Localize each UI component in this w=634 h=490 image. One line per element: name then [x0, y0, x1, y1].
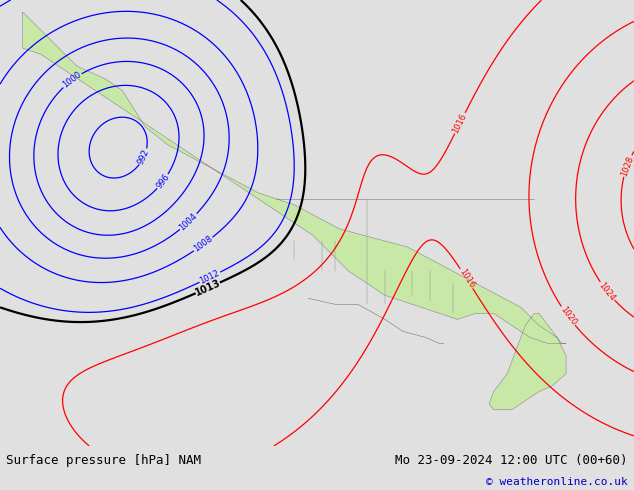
- Text: 1012: 1012: [198, 269, 221, 286]
- Text: © weatheronline.co.uk: © weatheronline.co.uk: [486, 477, 628, 487]
- Text: Mo 23-09-2024 12:00 UTC (00+60): Mo 23-09-2024 12:00 UTC (00+60): [395, 454, 628, 466]
- Text: 1020: 1020: [558, 305, 578, 327]
- Text: 1008: 1008: [192, 234, 214, 254]
- Text: 1024: 1024: [597, 280, 617, 302]
- Text: 1016: 1016: [451, 112, 469, 135]
- Text: 1004: 1004: [178, 211, 199, 232]
- Text: 1000: 1000: [61, 70, 83, 90]
- Text: 1016: 1016: [457, 267, 476, 290]
- Text: Surface pressure [hPa] NAM: Surface pressure [hPa] NAM: [6, 454, 202, 466]
- Polygon shape: [23, 12, 566, 410]
- Text: 1013: 1013: [193, 278, 222, 298]
- Text: 1028: 1028: [619, 154, 634, 177]
- Text: 992: 992: [136, 148, 152, 166]
- Text: 996: 996: [155, 172, 171, 191]
